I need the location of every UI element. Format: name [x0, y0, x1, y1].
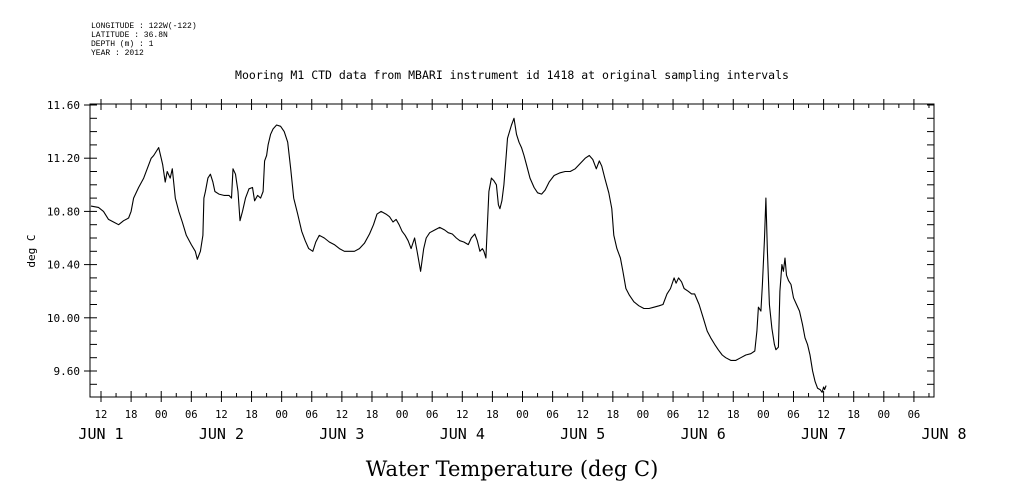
x-hour-label: 18: [486, 409, 499, 421]
x-hour-label: 18: [847, 409, 860, 421]
x-hour-label: 18: [607, 409, 620, 421]
x-hour-label: 12: [95, 409, 108, 421]
y-tick-label: 10.80: [47, 205, 80, 218]
x-hour-label: 18: [125, 409, 138, 421]
x-day-label: JUN 7: [801, 425, 846, 443]
x-hour-label: 12: [576, 409, 589, 421]
x-axis-label: Water Temperature (deg C): [366, 457, 659, 481]
x-day-label: JUN 6: [681, 425, 726, 443]
x-hour-label: 06: [787, 409, 800, 421]
x-hour-label: 06: [667, 409, 680, 421]
x-day-label: JUN 8: [921, 425, 966, 443]
longitude-label: LONGITUDE : 122W(-122): [91, 22, 197, 31]
x-day-label: JUN 1: [78, 425, 123, 443]
x-hour-label: 18: [366, 409, 379, 421]
x-day-label: JUN 2: [199, 425, 244, 443]
x-hour-label: 12: [215, 409, 228, 421]
y-tick-label: 10.40: [47, 259, 80, 272]
x-day-label: JUN 4: [440, 425, 485, 443]
y-tick-label: 11.60: [47, 99, 80, 112]
x-hour-label: 18: [727, 409, 740, 421]
temperature-series-line: [90, 117, 827, 393]
x-hour-label: 00: [637, 409, 650, 421]
metadata-block: LONGITUDE : 122W(-122) LATITUDE : 36.8N …: [91, 22, 197, 58]
latitude-label: LATITUDE : 36.8N: [91, 31, 168, 40]
y-tick-label: 9.60: [54, 365, 81, 378]
x-hour-label: 12: [817, 409, 830, 421]
x-hour-label: 06: [908, 409, 921, 421]
x-hour-label: 06: [546, 409, 559, 421]
y-tick-label: 10.00: [47, 312, 80, 325]
y-tick-label: 11.20: [47, 152, 80, 165]
x-hour-label: 12: [336, 409, 349, 421]
x-day-label: JUN 3: [319, 425, 364, 443]
x-day-label: JUN 5: [560, 425, 605, 443]
plot-frame: [89, 103, 935, 398]
x-hour-label: 00: [757, 409, 770, 421]
chart-title: Mooring M1 CTD data from MBARI instrumen…: [235, 68, 789, 82]
series-layer: [90, 117, 827, 393]
x-hour-label: 00: [396, 409, 409, 421]
x-hour-label: 18: [245, 409, 258, 421]
year-label: YEAR : 2012: [91, 49, 144, 58]
x-hour-label: 00: [877, 409, 890, 421]
x-hour-label: 06: [185, 409, 198, 421]
y-axis: 9.60 10.00 10.40 10.80 11.20 11.60: [47, 99, 934, 385]
x-hour-label: 06: [426, 409, 439, 421]
x-axis: 12 18 00 06 12 18 00 06 12 18 00 06 12 18 00 06 12 18 00 06…: [78, 99, 967, 443]
x-hour-label: 12: [697, 409, 710, 421]
x-hour-label: 00: [275, 409, 288, 421]
y-axis-label: deg C: [25, 234, 38, 267]
x-hour-label: 00: [516, 409, 529, 421]
depth-label: DEPTH (m) : 1: [91, 40, 154, 49]
x-hour-label: 06: [305, 409, 318, 421]
x-hour-label: 00: [155, 409, 168, 421]
x-hour-label: 12: [456, 409, 469, 421]
